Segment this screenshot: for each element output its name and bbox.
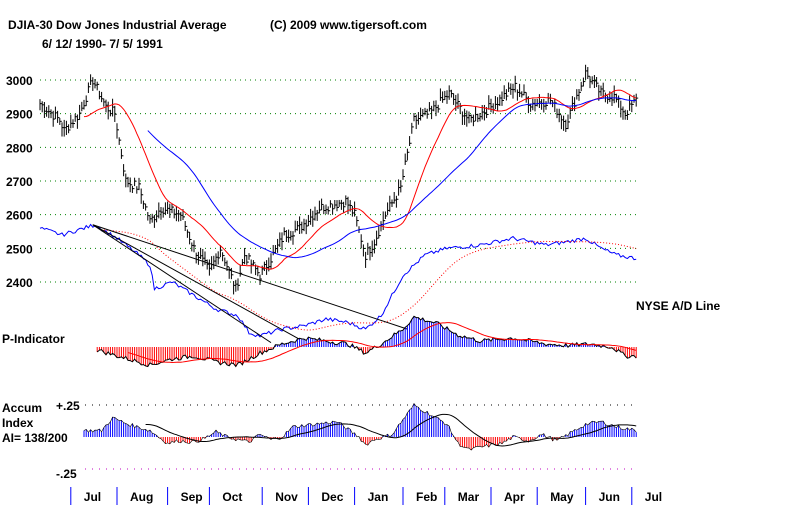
month-label: Jul bbox=[84, 490, 101, 504]
p-indicator-label: P-Indicator bbox=[2, 332, 65, 346]
month-label: Nov bbox=[275, 490, 298, 504]
copyright: (C) 2009 www.tigersoft.com bbox=[270, 18, 427, 32]
trendline bbox=[92, 224, 408, 330]
ad-line-ma bbox=[103, 229, 637, 331]
accum-tick-plus: +.25 bbox=[56, 399, 80, 413]
ai-value: AI= 138/200 bbox=[2, 431, 68, 445]
month-label: Jul bbox=[645, 490, 662, 504]
accum-label: Accum bbox=[2, 401, 42, 415]
price-tick-label: 2900 bbox=[6, 108, 33, 122]
month-label: Mar bbox=[458, 490, 480, 504]
month-label: Aug bbox=[130, 490, 153, 504]
month-label: Feb bbox=[416, 490, 437, 504]
p-indicator-ma bbox=[127, 322, 637, 363]
price-tick-label: 2400 bbox=[6, 276, 33, 290]
ad-line-label: NYSE A/D Line bbox=[636, 299, 721, 313]
accum-line bbox=[83, 403, 637, 451]
month-label: May bbox=[550, 490, 574, 504]
month-label: Apr bbox=[504, 490, 525, 504]
chart-title: DJIA-30 Dow Jones Industrial Average bbox=[8, 18, 227, 32]
month-label: Sep bbox=[181, 490, 203, 504]
accum-label-index: Index bbox=[2, 416, 34, 430]
ma-50-line bbox=[147, 97, 637, 259]
ma-21-line bbox=[83, 89, 637, 270]
accum-ma bbox=[145, 413, 637, 447]
trendline bbox=[92, 224, 272, 344]
price-tick-label: 2700 bbox=[6, 175, 33, 189]
month-label: Dec bbox=[321, 490, 343, 504]
subtitle: 6/ 12/ 1990- 7/ 5/ 1991 bbox=[42, 37, 163, 51]
month-label: Oct bbox=[222, 490, 242, 504]
price-tick-label: 2600 bbox=[6, 209, 33, 223]
trendline bbox=[92, 224, 300, 340]
price-tick-label: 3000 bbox=[6, 74, 33, 88]
p-indicator-line bbox=[96, 315, 637, 368]
price-tick-label: 2500 bbox=[6, 242, 33, 256]
month-label: Jun bbox=[599, 490, 620, 504]
month-label: Jan bbox=[368, 490, 389, 504]
accum-tick-minus: -.25 bbox=[56, 467, 77, 481]
price-tick-label: 2800 bbox=[6, 141, 33, 155]
